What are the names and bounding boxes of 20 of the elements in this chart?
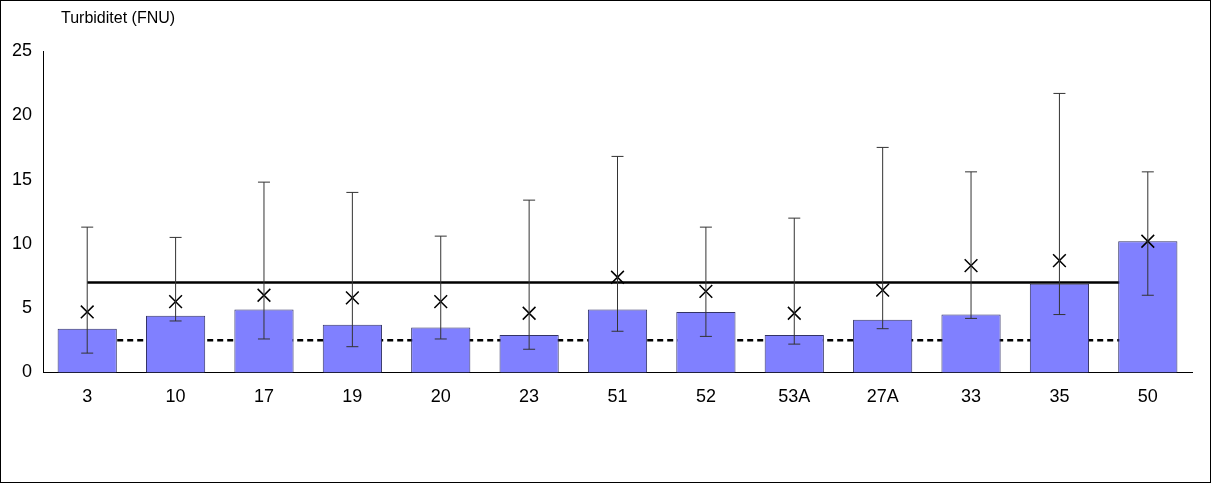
x-tick-label: 10: [165, 386, 186, 407]
y-axis-title: Turbiditet (FNU): [61, 9, 176, 27]
y-tick-label: 25: [11, 39, 33, 60]
x-tick-label: 27A: [866, 386, 899, 407]
x-tick-label: 51: [607, 386, 628, 407]
x-tick-label: 23: [519, 386, 540, 407]
y-tick-label: 5: [22, 297, 33, 318]
y-tick-label: 15: [11, 168, 33, 189]
x-tick-label: 20: [430, 386, 451, 407]
x-tick-label: 19: [342, 386, 363, 407]
x-tick-label: 33: [961, 386, 982, 407]
x-tick-label: 50: [1137, 386, 1158, 407]
x-tick-label: 52: [695, 386, 716, 407]
y-tick-label: 20: [11, 104, 33, 125]
y-tick-label: 10: [11, 232, 33, 253]
x-tick-label: 3: [82, 386, 93, 407]
x-tick-label: 17: [253, 386, 274, 407]
y-tick-label: 0: [22, 361, 33, 382]
x-tick-label: 35: [1049, 386, 1070, 407]
x-tick-label: 53A: [778, 386, 811, 407]
